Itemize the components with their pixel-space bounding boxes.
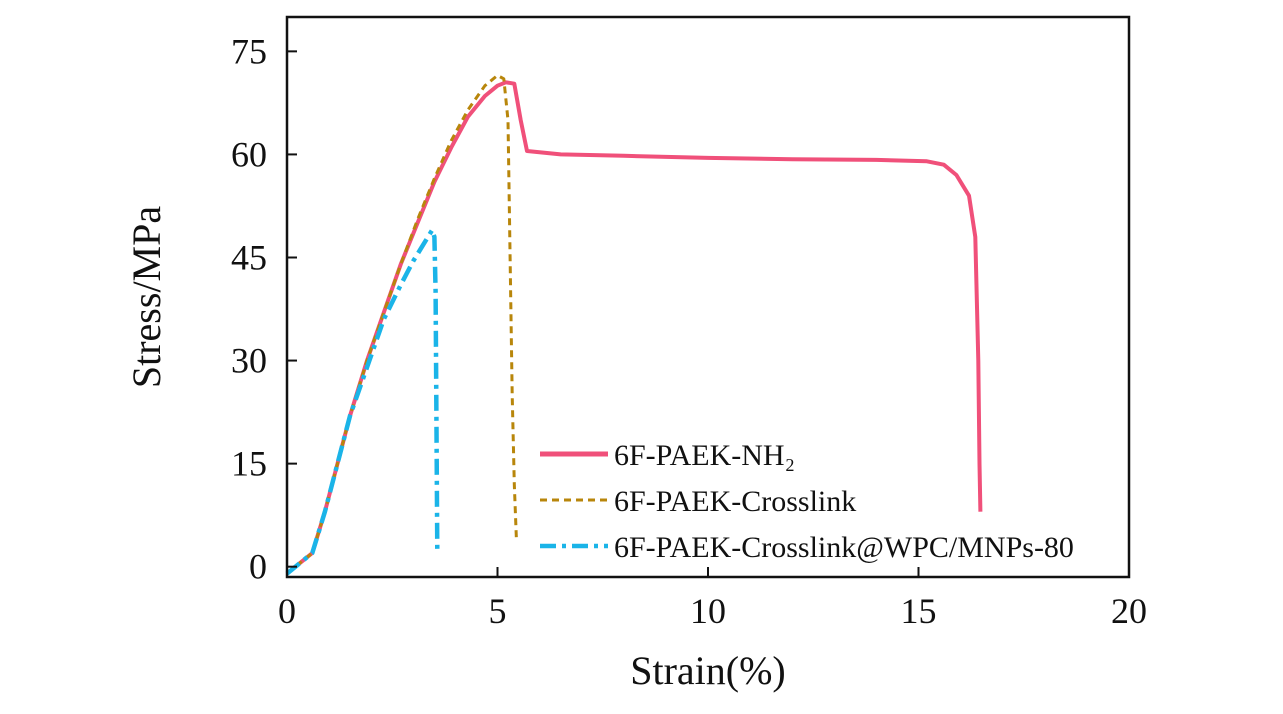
y-tick-label: 30 (231, 341, 267, 381)
x-tick-label: 0 (278, 591, 296, 631)
x-tick-label: 10 (690, 591, 726, 631)
x-tick-label: 15 (901, 591, 937, 631)
series-layer (285, 73, 983, 576)
legend-label-wpc-mnps: 6F-PAEK-Crosslink@WPC/MNPs-80 (614, 531, 1074, 564)
series-line-crosslink (286, 73, 518, 575)
y-axis-title: Stress/MPa (124, 206, 169, 388)
x-axis-title: Strain(%) (630, 648, 786, 693)
series-line-wpc-mnps (285, 227, 440, 576)
x-tick-label: 5 (489, 591, 507, 631)
y-tick-label: 45 (231, 237, 267, 277)
legend: 6F-PAEK-NH₂ 6F-PAEK-Crosslink 6F-PAEK-Cr… (540, 439, 1074, 564)
legend-label-nh2: 6F-PAEK-NH₂ (614, 439, 795, 472)
x-tick-label: 20 (1111, 591, 1147, 631)
y-tick-label: 0 (249, 547, 267, 587)
legend-label-crosslink: 6F-PAEK-Crosslink (614, 485, 856, 518)
y-tick-label: 15 (231, 444, 267, 484)
y-tick-label: 75 (231, 31, 267, 71)
y-tick-label: 60 (231, 134, 267, 174)
ticks-layer: 0 5 10 15 20 0 15 30 45 60 75 (231, 31, 1147, 631)
